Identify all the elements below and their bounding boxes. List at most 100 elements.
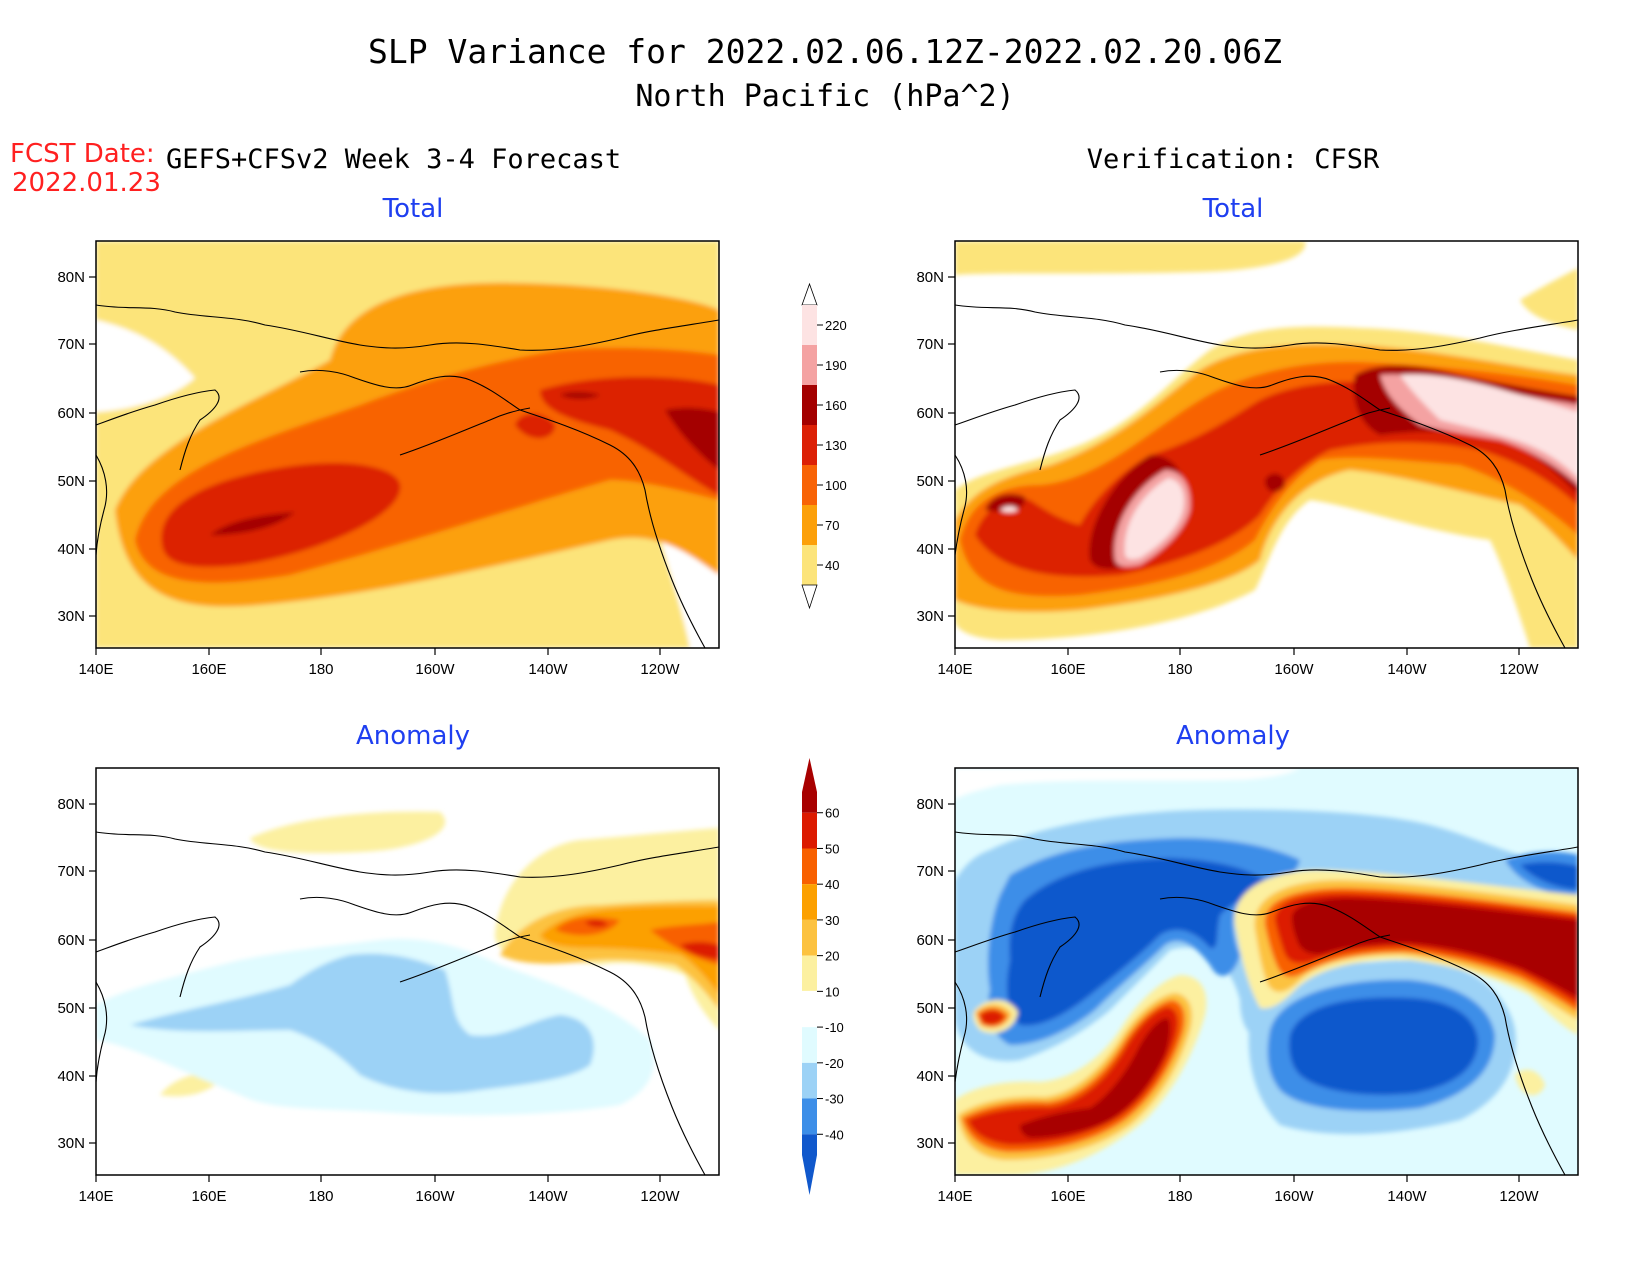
lon-tick-label: 160W [415, 1188, 455, 1205]
colorbar-label: -10 [825, 1020, 844, 1035]
lat-tick-label: 50N [916, 1000, 944, 1017]
lat-tick-label: 60N [916, 932, 944, 949]
colorbar-swatch [802, 1134, 817, 1195]
lat-tick-label: 70N [57, 863, 85, 880]
colorbar-swatch [802, 345, 817, 385]
lat-tick-label: 70N [57, 336, 85, 353]
field-forecast-anomaly [96, 811, 719, 1175]
lat-tick-label: 80N [57, 796, 85, 813]
colorbar-label: 60 [825, 806, 839, 821]
colorbar-label: 30 [825, 913, 839, 928]
lon-tick-label: 140E [78, 1188, 113, 1205]
lat-tick-label: 30N [57, 608, 85, 625]
lon-tick-label: 120W [640, 661, 680, 678]
lat-tick-label: 70N [916, 863, 944, 880]
panel-title-forecast-total: Total [382, 194, 444, 224]
lon-tick-label: 160E [191, 1188, 226, 1205]
lat-tick-label: 50N [916, 473, 944, 490]
lon-tick-label: 120W [1499, 1188, 1539, 1205]
colorbar-anomaly: 60 50 40 30 20 10 -10 -20 -30 -40 [801, 758, 844, 1195]
colorbar-swatch [802, 1027, 817, 1063]
lat-tick-label: 60N [57, 932, 85, 949]
lon-tick-label: 180 [308, 661, 333, 678]
lat-tick-label: 70N [916, 336, 944, 353]
colorbar-swatch [802, 545, 817, 585]
colorbar-swatch [802, 955, 817, 992]
lon-tick-label: 160W [1274, 661, 1314, 678]
lon-tick-label: 140W [528, 661, 568, 678]
colorbar-swatch [802, 884, 817, 920]
lon-tick-label: 140W [528, 1188, 568, 1205]
lat-tick-label: 50N [57, 1000, 85, 1017]
field-verification-total [955, 241, 1578, 648]
map-frame [95, 767, 720, 1176]
colorbar-label: 40 [825, 558, 839, 573]
lon-tick-label: 160E [1050, 661, 1085, 678]
colorbar-swatch [802, 848, 817, 885]
map-verification-total [954, 240, 1579, 649]
map-frame [954, 767, 1579, 1176]
right-column-title: Verification: CFSR [1087, 144, 1380, 175]
lat-tick-label: 50N [57, 473, 85, 490]
lat-tick-label: 30N [916, 608, 944, 625]
colorbar-label: 100 [825, 478, 847, 493]
fcst-date-value: 2022.01.23 [12, 168, 161, 198]
lon-tick-label: 180 [1167, 1188, 1192, 1205]
lon-tick-label: 160W [1274, 1188, 1314, 1205]
colorbar-total: 220 190 160 130 100 70 40 [801, 282, 847, 610]
colorbar-label: 40 [825, 877, 839, 892]
colorbar-swatch [802, 812, 817, 849]
colorbar-swatch [802, 425, 817, 465]
map-forecast-anomaly [95, 767, 720, 1176]
lon-tick-label: 140W [1387, 1188, 1427, 1205]
colorbar-label: 50 [825, 841, 839, 856]
main-title: SLP Variance for 2022.02.06.12Z-2022.02.… [368, 32, 1282, 71]
colorbar-swatch [802, 919, 817, 956]
lat-tick-label: 80N [916, 269, 944, 286]
lat-tick-label: 40N [57, 1068, 85, 1085]
map-frame [954, 240, 1579, 649]
colorbar-label: 70 [825, 518, 839, 533]
colorbar-swatch [801, 990, 818, 1028]
lon-tick-label: 160W [415, 661, 455, 678]
lat-tick-label: 40N [57, 541, 85, 558]
panel-title-verification-anomaly: Anomaly [1176, 721, 1290, 751]
lon-tick-label: 180 [1167, 661, 1192, 678]
lon-tick-label: 120W [640, 1188, 680, 1205]
lat-tick-label: 40N [916, 541, 944, 558]
colorbar-bottom-arrow [801, 584, 818, 610]
lon-tick-label: 160E [191, 661, 226, 678]
panel-title-forecast-anomaly: Anomaly [356, 721, 470, 751]
colorbar-top-arrow [801, 282, 818, 306]
colorbar-label: -20 [825, 1056, 844, 1071]
lat-tick-label: 30N [916, 1135, 944, 1152]
colorbar-swatch [802, 505, 817, 545]
fcst-date-label: FCST Date: [10, 139, 155, 169]
colorbar-label: 160 [825, 398, 847, 413]
lat-tick-label: 60N [57, 405, 85, 422]
colorbar-swatch [802, 385, 817, 425]
colorbar-label: -40 [825, 1127, 844, 1142]
lat-tick-label: 60N [916, 405, 944, 422]
left-column-title: GEFS+CFSv2 Week 3-4 Forecast [166, 144, 621, 175]
lat-tick-label: 80N [57, 269, 85, 286]
field-forecast-total [96, 241, 719, 648]
colorbar-swatch [802, 758, 817, 813]
axis-labels: 140E 160E 180 160W 140W 120W 80N 70N 60N 50N 40N 30… [57, 269, 1539, 1205]
colorbar-label: 10 [825, 984, 839, 999]
lat-tick-label: 30N [57, 1135, 85, 1152]
map-frame [95, 240, 720, 649]
lon-tick-label: 160E [1050, 1188, 1085, 1205]
colorbar-label: 220 [825, 318, 847, 333]
lon-tick-label: 140E [937, 661, 972, 678]
lon-tick-label: 140E [937, 1188, 972, 1205]
colorbar-swatch [802, 1098, 817, 1135]
panel-title-verification-total: Total [1202, 194, 1264, 224]
lon-tick-label: 180 [308, 1188, 333, 1205]
lat-tick-label: 40N [916, 1068, 944, 1085]
lat-tick-label: 80N [916, 796, 944, 813]
map-verification-anomaly [954, 767, 1579, 1176]
lon-tick-label: 120W [1499, 661, 1539, 678]
map-forecast-total [95, 240, 720, 649]
